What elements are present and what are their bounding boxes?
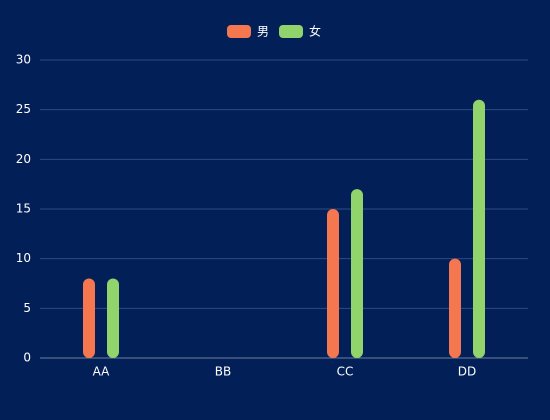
x-tick-label: DD bbox=[458, 365, 476, 379]
bar bbox=[351, 189, 363, 358]
y-tick-label: 15 bbox=[16, 202, 31, 216]
x-tick-label: BB bbox=[215, 365, 231, 379]
x-tick-label: AA bbox=[93, 365, 111, 379]
bar bbox=[449, 258, 461, 358]
y-tick-label: 5 bbox=[23, 301, 31, 315]
legend-swatch[interactable] bbox=[227, 25, 251, 38]
y-tick-label: 20 bbox=[16, 152, 31, 166]
y-tick-label: 30 bbox=[16, 53, 31, 67]
bar bbox=[83, 278, 95, 358]
y-tick-label: 0 bbox=[23, 351, 31, 365]
bar bbox=[473, 99, 485, 358]
x-tick-label: CC bbox=[337, 365, 354, 379]
bar bbox=[327, 209, 339, 358]
legend-label[interactable]: 女 bbox=[309, 24, 321, 39]
legend-label[interactable]: 男 bbox=[257, 25, 269, 39]
y-tick-label: 25 bbox=[16, 102, 31, 116]
bar bbox=[107, 278, 119, 358]
legend-swatch[interactable] bbox=[279, 25, 303, 38]
y-tick-label: 10 bbox=[16, 251, 31, 265]
